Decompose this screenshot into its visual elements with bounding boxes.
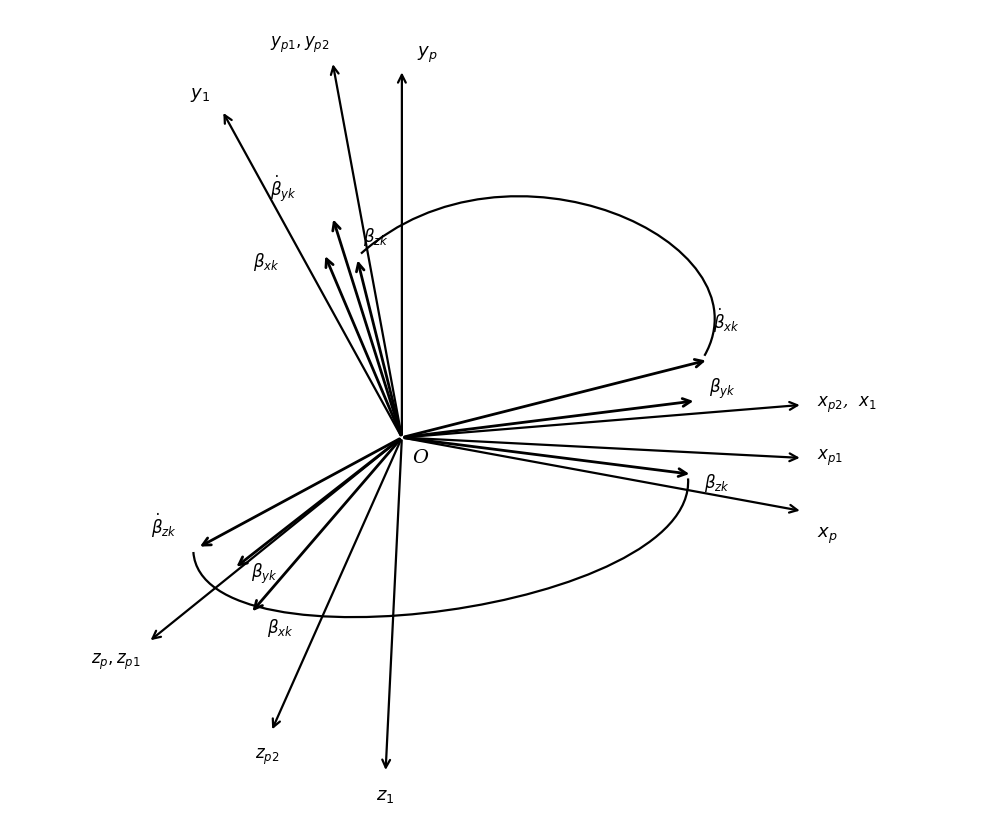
Text: $x_{p1}$: $x_{p1}$ bbox=[817, 448, 843, 468]
Text: $y_1$: $y_1$ bbox=[190, 86, 210, 104]
Text: $x_p$: $x_p$ bbox=[817, 526, 838, 546]
Text: $\beta_{xk}$: $\beta_{xk}$ bbox=[253, 251, 279, 273]
Text: $z_1$: $z_1$ bbox=[376, 787, 395, 805]
Text: $y_p$: $y_p$ bbox=[417, 45, 437, 65]
Text: $\dot{\beta}_{xk}$: $\dot{\beta}_{xk}$ bbox=[713, 307, 739, 335]
Text: $\beta_{zk}$: $\beta_{zk}$ bbox=[363, 225, 389, 248]
Text: O: O bbox=[412, 449, 428, 467]
Text: $x_{p2}$,  $x_1$: $x_{p2}$, $x_1$ bbox=[817, 395, 877, 415]
Text: $\dot{\beta}_{yk}$: $\dot{\beta}_{yk}$ bbox=[270, 174, 297, 205]
Text: $\beta_{yk}$: $\beta_{yk}$ bbox=[251, 562, 277, 586]
Text: $y_{p1},y_{p2}$: $y_{p1},y_{p2}$ bbox=[270, 35, 329, 55]
Text: $\beta_{yk}$: $\beta_{yk}$ bbox=[709, 377, 735, 401]
Text: $z_{p2}$: $z_{p2}$ bbox=[255, 747, 279, 767]
Text: $\beta_{zk}$: $\beta_{zk}$ bbox=[704, 472, 730, 493]
Text: $z_p,z_{p1}$: $z_p,z_{p1}$ bbox=[91, 652, 140, 672]
Text: $\dot{\beta}_{zk}$: $\dot{\beta}_{zk}$ bbox=[151, 511, 177, 539]
Text: $\beta_{xk}$: $\beta_{xk}$ bbox=[267, 617, 294, 639]
